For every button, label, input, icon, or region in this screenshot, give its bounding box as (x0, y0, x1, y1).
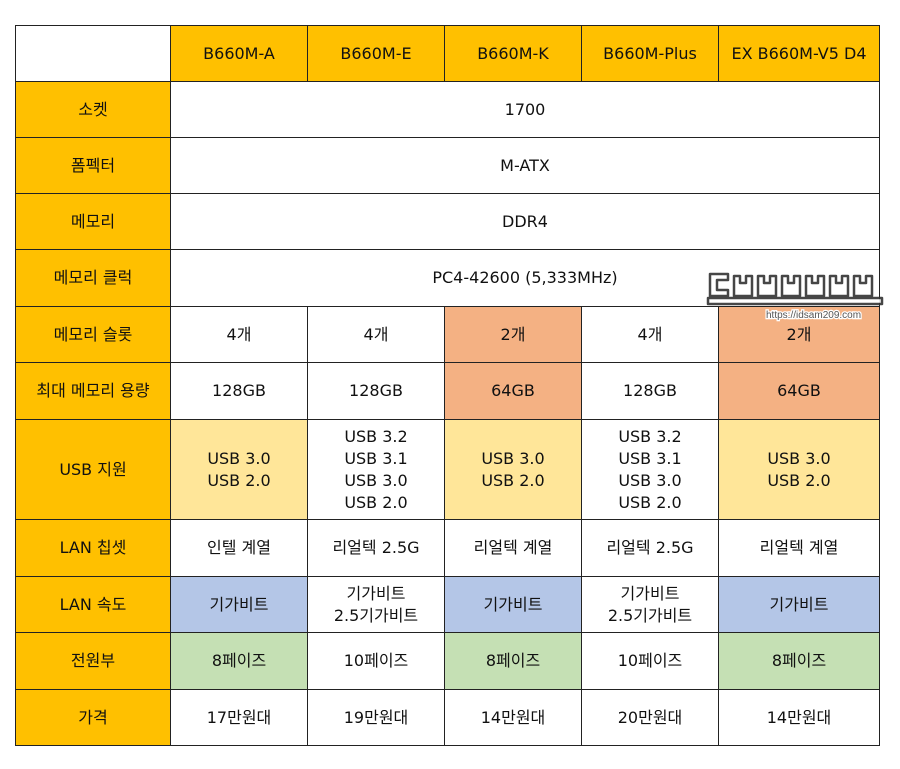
table-cell: USB 3.2 USB 3.1 USB 3.0 USB 2.0 (581, 419, 719, 520)
row-socket: 소켓 1700 (15, 81, 880, 138)
table-cell: 8페이즈 (718, 632, 880, 690)
corner-cell (15, 25, 171, 82)
spanned-value: DDR4 (170, 193, 880, 250)
table-cell: 기가비트 2.5기가비트 (581, 576, 719, 633)
row-label: 메모리 (15, 193, 171, 250)
row-lan-speed: LAN 속도 기가비트 기가비트 2.5기가비트 기가비트 기가비트 2.5기가… (15, 576, 880, 633)
table-cell: 기가비트 2.5기가비트 (307, 576, 445, 633)
table-cell: 리얼텍 계열 (444, 519, 582, 577)
row-label: 전원부 (15, 632, 171, 690)
row-memory: 메모리 DDR4 (15, 193, 880, 250)
table-cell: 8페이즈 (444, 632, 582, 690)
table-cell: USB 3.0 USB 2.0 (444, 419, 582, 520)
row-lan-chipset: LAN 칩셋 인텔 계열 리얼텍 2.5G 리얼텍 계열 리얼텍 2.5G 리얼… (15, 519, 880, 577)
row-label: 폼펙터 (15, 137, 171, 194)
table-cell: 128GB (581, 362, 719, 420)
row-label: 가격 (15, 689, 171, 746)
table-cell: 기가비트 (170, 576, 308, 633)
row-label: 소켓 (15, 81, 171, 138)
watermark-url: https://idsam209.com (766, 310, 861, 321)
row-label: LAN 칩셋 (15, 519, 171, 577)
table-cell: 19만원대 (307, 689, 445, 746)
col-header: B660M-Plus (581, 25, 719, 82)
table-cell: 14만원대 (444, 689, 582, 746)
row-max-memory: 최대 메모리 용량 128GB 128GB 64GB 128GB 64GB (15, 362, 880, 420)
row-label: 최대 메모리 용량 (15, 362, 171, 420)
table-cell: 10페이즈 (307, 632, 445, 690)
table-cell: 8페이즈 (170, 632, 308, 690)
table-cell: USB 3.2 USB 3.1 USB 3.0 USB 2.0 (307, 419, 445, 520)
table-cell: 2개 (444, 306, 582, 363)
table-cell: 128GB (307, 362, 445, 420)
row-price: 가격 17만원대 19만원대 14만원대 20만원대 14만원대 (15, 689, 880, 746)
table-cell: 리얼텍 계열 (718, 519, 880, 577)
row-label: 메모리 클럭 (15, 249, 171, 307)
spec-table: B660M-A B660M-E B660M-K B660M-Plus EX B6… (15, 25, 880, 746)
spanned-value: M-ATX (170, 137, 880, 194)
row-memory-slots: 메모리 슬롯 4개 4개 2개 4개 2개 (15, 306, 880, 363)
row-usb: USB 지원 USB 3.0 USB 2.0 USB 3.2 USB 3.1 U… (15, 419, 880, 520)
table-cell: 4개 (170, 306, 308, 363)
table-cell: 리얼텍 2.5G (307, 519, 445, 577)
table-cell: 128GB (170, 362, 308, 420)
table-cell: 17만원대 (170, 689, 308, 746)
watermark-logo: https://idsam209.com (706, 272, 884, 322)
table-cell: 리얼텍 2.5G (581, 519, 719, 577)
table-cell: 10페이즈 (581, 632, 719, 690)
table-cell: 20만원대 (581, 689, 719, 746)
header-row: B660M-A B660M-E B660M-K B660M-Plus EX B6… (15, 25, 880, 82)
table-cell: 기가비트 (718, 576, 880, 633)
table-cell: 4개 (307, 306, 445, 363)
row-formfactor: 폼펙터 M-ATX (15, 137, 880, 194)
table-cell: 14만원대 (718, 689, 880, 746)
table-cell: 2개 (718, 306, 880, 363)
spanned-value: 1700 (170, 81, 880, 138)
row-label: LAN 속도 (15, 576, 171, 633)
table-cell: USB 3.0 USB 2.0 (170, 419, 308, 520)
col-header: B660M-A (170, 25, 308, 82)
col-header: EX B660M-V5 D4 (718, 25, 880, 82)
col-header: B660M-E (307, 25, 445, 82)
table-cell: 기가비트 (444, 576, 582, 633)
row-power-phase: 전원부 8페이즈 10페이즈 8페이즈 10페이즈 8페이즈 (15, 632, 880, 690)
table-cell: 64GB (444, 362, 582, 420)
table-cell: 4개 (581, 306, 719, 363)
row-label: USB 지원 (15, 419, 171, 520)
table-cell: 64GB (718, 362, 880, 420)
row-label: 메모리 슬롯 (15, 306, 171, 363)
table-cell: USB 3.0 USB 2.0 (718, 419, 880, 520)
col-header: B660M-K (444, 25, 582, 82)
table-cell: 인텔 계열 (170, 519, 308, 577)
